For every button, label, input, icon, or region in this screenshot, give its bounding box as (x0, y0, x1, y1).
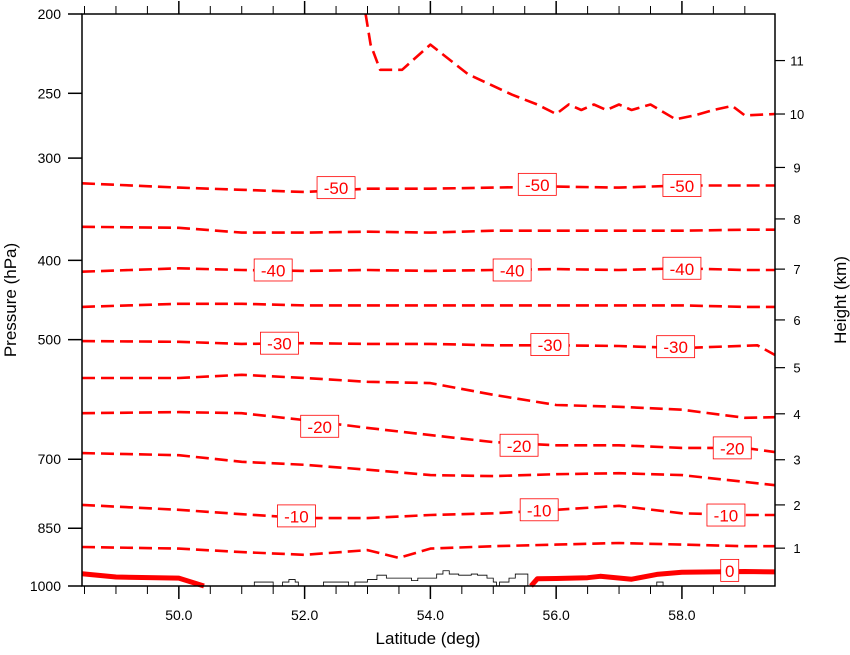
contour-line--45 (81, 225, 775, 234)
contour-label-box (706, 503, 746, 527)
y2-tick-label: 10 (790, 107, 804, 122)
contour-label-box (517, 172, 557, 196)
x-tick-label: 50.0 (165, 607, 192, 623)
y-tick-label: 500 (38, 332, 62, 348)
y-tick-label: 200 (38, 6, 62, 22)
contour-line--55 (364, 13, 776, 121)
contour-label-box (712, 436, 752, 460)
terrain-outline (253, 570, 664, 587)
y2-tick-label: 2 (793, 498, 800, 513)
contour-label-box (519, 498, 559, 522)
contour-label-box (530, 333, 570, 356)
y-tick-label: 850 (38, 520, 62, 536)
contour-line--10 (81, 503, 775, 520)
y2-tick-label: 11 (790, 54, 804, 69)
y2-tick-label: 3 (793, 453, 800, 468)
contour-lines (81, 13, 776, 589)
contour-label: -20 (307, 418, 332, 437)
contour-line--5 (81, 541, 775, 560)
contour-label: -10 (284, 507, 309, 526)
contour-label: -50 (525, 176, 550, 195)
contour-label-box (300, 414, 340, 438)
contour-line--35 (81, 302, 775, 309)
y-axis-title: Pressure (hPa) (1, 243, 20, 357)
contour-label: -30 (538, 336, 563, 355)
contour-label: -30 (267, 335, 292, 354)
contour-label-box (260, 331, 299, 355)
plot-frame (81, 13, 776, 587)
y2-tick-label: 8 (793, 212, 800, 227)
contour-label: -10 (714, 507, 739, 526)
y2-tick-label: 9 (793, 160, 800, 175)
x-tick-label: 58.0 (668, 607, 695, 623)
contour-line-0 (81, 571, 205, 589)
x-tick-label: 54.0 (417, 607, 444, 623)
contour-label-box (656, 335, 696, 359)
contour-label-box (277, 504, 316, 528)
y2-tick-label: 1 (793, 541, 800, 556)
contour-line--25 (82, 373, 776, 420)
y-tick-label: 700 (38, 451, 62, 467)
y2-tick-label: 5 (793, 361, 800, 376)
x-tick-label: 52.0 (291, 607, 318, 623)
y-tick-label: 300 (38, 150, 62, 166)
contour-label: 0 (725, 562, 734, 581)
contour-label: -50 (670, 177, 695, 196)
contour-label: -20 (507, 437, 532, 456)
y2-axis-title: Height (km) (831, 256, 850, 344)
contour-label-box (316, 176, 356, 200)
contour-line--20 (81, 410, 776, 454)
contour-line-0 (529, 569, 776, 588)
contour-label-box (499, 433, 539, 457)
x-tick-label: 56.0 (543, 607, 570, 623)
contour-label-box (662, 174, 702, 197)
contour-label: -20 (720, 439, 745, 458)
contour-line--15 (81, 451, 776, 487)
contour-label-box (662, 256, 702, 280)
y-tick-label: 1000 (30, 578, 61, 594)
contour-label-box (253, 258, 293, 282)
contour-label: -40 (500, 261, 525, 280)
contour-label-box (492, 258, 532, 282)
contour-label-box (720, 558, 740, 582)
y2-tick-label: 4 (793, 407, 800, 422)
terrain-step-line (253, 570, 664, 587)
contour-label: -30 (663, 338, 688, 357)
contour-label: -40 (261, 261, 286, 280)
axes: 50.0 52.0 54.0 56.0 58.020025030040050070085… (30, 1, 804, 623)
contour-labels: -50 -50 -50 -40 -40 -40 -30 -30 -30 -20 -20 -20 -10 -… (253, 172, 752, 582)
y2-tick-label: 6 (793, 313, 800, 328)
y2-tick-label: 7 (793, 262, 800, 277)
contour-label: -40 (670, 260, 695, 279)
x-axis-title: Latitude (deg) (376, 629, 481, 648)
y-tick-label: 400 (38, 252, 62, 268)
contour-label: -50 (324, 179, 349, 198)
contour-label: -10 (527, 501, 552, 520)
y-tick-label: 250 (38, 85, 62, 101)
